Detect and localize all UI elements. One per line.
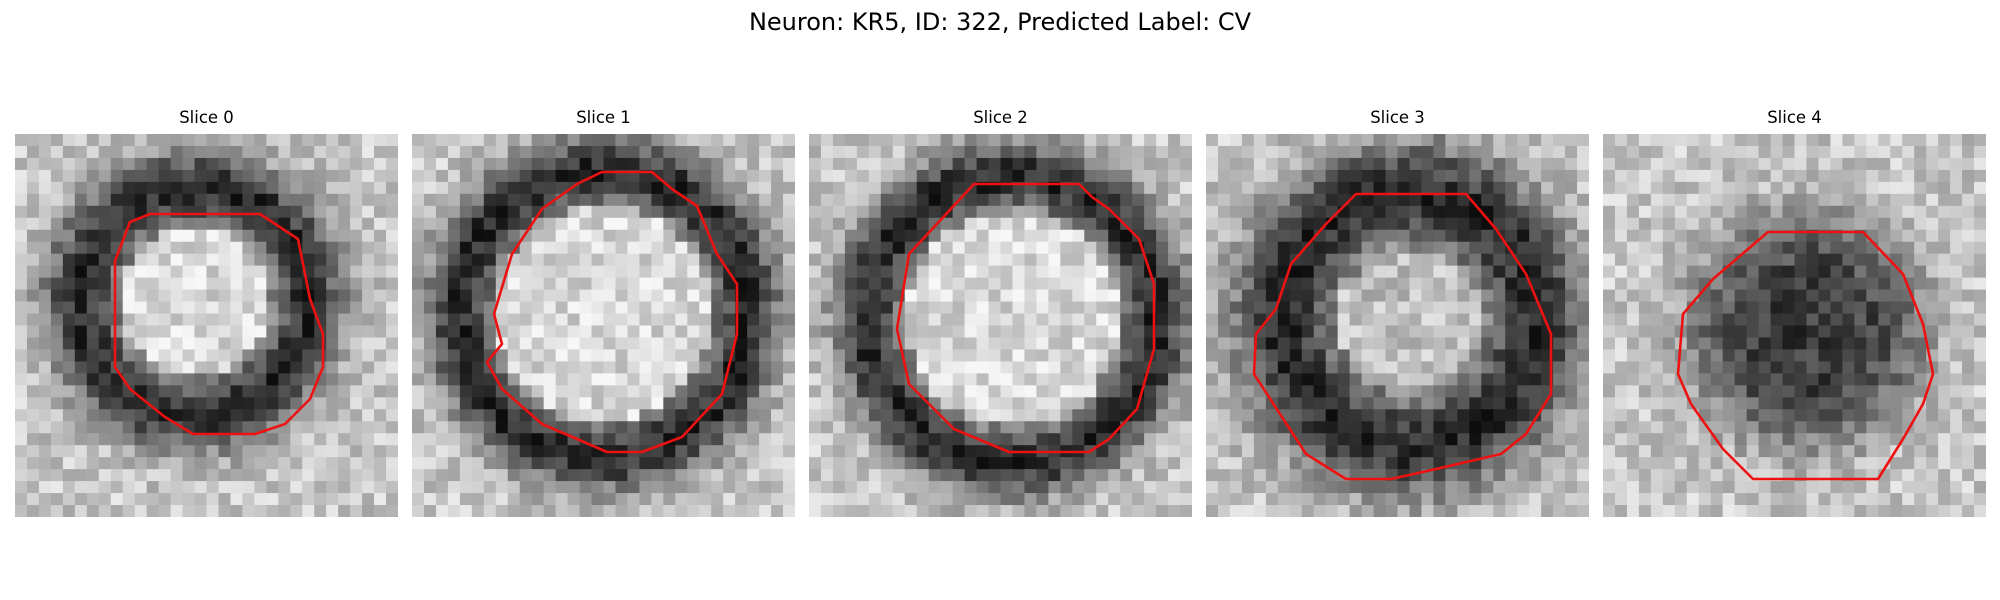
slice-2-contour	[895, 182, 1156, 454]
slice-0-pixel-grid	[15, 134, 398, 517]
panel-title-slice-1: Slice 1	[576, 108, 631, 127]
slice-3-image	[1206, 134, 1589, 517]
figure-title: Neuron: KR5, ID: 322, Predicted Label: C…	[748, 8, 1252, 36]
slice-3-pixel-grid	[1206, 134, 1589, 517]
panel-title-slice-2: Slice 2	[973, 108, 1028, 127]
panel-title-slice-3: Slice 3	[1370, 108, 1425, 127]
slice-4-image	[1603, 134, 1986, 517]
panel-title-slice-4: Slice 4	[1767, 108, 1822, 127]
slice-0-image	[15, 134, 398, 517]
slice-4-contour	[1676, 230, 1935, 481]
panel-title-slice-0: Slice 0	[179, 108, 234, 127]
slice-1-pixel-grid	[412, 134, 795, 517]
slice-4-pixel-grid	[1603, 134, 1986, 517]
slice-1-image	[412, 134, 795, 517]
slice-1-contour	[485, 170, 739, 454]
slice-2-image	[809, 134, 1192, 517]
slice-2-pixel-grid	[809, 134, 1192, 517]
slice-3-contour	[1252, 192, 1553, 481]
slice-0-contour	[113, 212, 325, 436]
